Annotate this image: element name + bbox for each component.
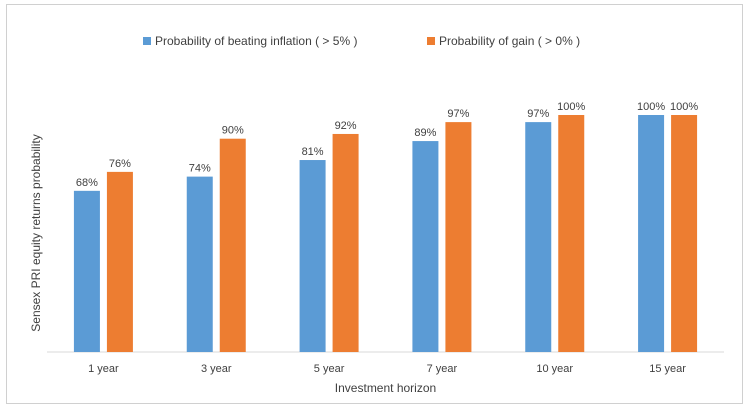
bar-gain	[332, 133, 359, 352]
data-label: 100%	[557, 101, 585, 113]
legend-swatch	[143, 37, 151, 45]
bar-gain	[219, 138, 246, 352]
data-label: 97%	[447, 108, 469, 120]
x-tick-label: 3 year	[201, 363, 232, 375]
x-tick-label: 1 year	[88, 363, 119, 375]
data-label: 100%	[670, 101, 698, 113]
data-label: 90%	[222, 125, 244, 137]
bar-beating-inflation	[299, 160, 326, 352]
legend-swatch	[427, 37, 435, 45]
bar-beating-inflation	[186, 176, 213, 352]
chart-frame	[6, 4, 743, 404]
x-tick-label: 7 year	[427, 363, 458, 375]
legend-label: Probability of beating inflation ( > 5% …	[155, 34, 357, 48]
legend-label: Probability of gain ( > 0% )	[439, 34, 580, 48]
data-label: 76%	[109, 158, 131, 170]
data-label: 68%	[76, 177, 98, 189]
bar-gain	[445, 122, 472, 352]
x-tick-label: 5 year	[314, 363, 345, 375]
bar-gain	[671, 115, 698, 352]
x-tick-label: 15 year	[649, 363, 686, 375]
data-label: 92%	[335, 120, 357, 132]
bar-beating-inflation	[638, 115, 665, 352]
data-label: 74%	[189, 163, 211, 175]
bar-beating-inflation	[73, 190, 100, 352]
bar-beating-inflation	[412, 141, 439, 352]
y-axis-title: Sensex PRI equity returns probability	[29, 134, 43, 331]
x-axis-title: Investment horizon	[335, 381, 436, 395]
bar-beating-inflation	[525, 122, 552, 352]
bar-gain	[106, 171, 133, 352]
data-label: 89%	[414, 127, 436, 139]
data-label: 97%	[527, 108, 549, 120]
bar-gain	[558, 115, 585, 352]
data-label: 100%	[637, 101, 665, 113]
x-tick-label: 10 year	[536, 363, 573, 375]
data-label: 81%	[302, 146, 324, 158]
